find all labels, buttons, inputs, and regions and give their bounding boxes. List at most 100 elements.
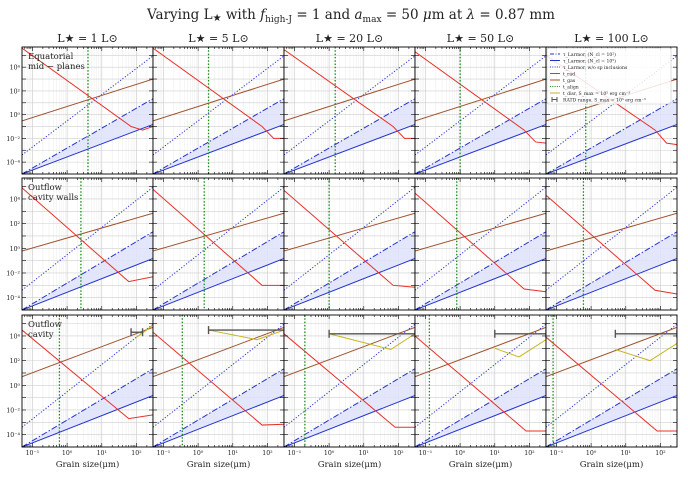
x-axis-label: Grain size(μm) [187,459,251,470]
figure-title: Varying L★ with fhigh-J = 1 and amax = 5… [146,7,555,25]
series-larmor-ncl1e5 [153,395,284,447]
series-larmor-no-inclusions [22,55,153,156]
title-sub: max [363,15,382,25]
x-tick-label: 10¹ [228,450,238,457]
series-t-gas [153,78,284,122]
title-var-a: a [354,7,362,23]
series-larmor-ncl1e2 [153,98,284,174]
panel-r0-c0: 10⁻⁴ 10⁻² 10⁰ 10² 10⁴ L★ = 1 L⊙ Equatorialmid … [6,32,154,175]
series-t-rad [284,333,415,428]
series-larmor-no-inclusions [284,55,415,156]
panel-grid: 10⁻⁴ 10⁻² 10⁰ 10² 10⁴ L★ = 1 L⊙ Equatorialmid … [6,32,678,470]
series-larmor-no-inclusions [415,55,546,156]
legend-label: τ_Larmor, w/o sp inclusions [563,65,628,71]
row-label: cavity walls [28,193,78,203]
series-t-rad [415,192,546,293]
y-tick-label: 10⁴ [10,196,21,203]
series-larmor-ncl1e5 [546,123,677,174]
plot-area [22,178,153,310]
row-label: mid − planes [28,62,85,72]
series-larmor-ncl1e5 [22,123,153,174]
panel-r0-c1: L★ = 5 L⊙ [152,32,285,175]
y-tick-label: 10⁻² [6,136,20,143]
series-t-gas [546,326,677,378]
series-larmor-no-inclusions [153,323,284,428]
series-t-rad [546,336,677,432]
panel-r2-c3: 10⁻¹ 10⁰ 10¹ 10² Grain size(μm) [414,314,547,470]
series-larmor-ncl1e2 [546,368,677,447]
panel-frame [545,46,678,175]
series-t-rad [415,335,546,432]
x-tick-label: 10¹ [490,450,500,457]
series-larmor-no-inclusions [284,323,415,428]
series-larmor-no-inclusions [153,186,284,291]
plot-area [415,178,546,310]
x-axis-label: Grain size(μm) [580,459,644,470]
series-larmor-ncl1e5 [415,395,546,447]
series-larmor-ncl1e2 [415,368,546,447]
legend-label: t_align [563,84,579,90]
series-larmor-ncl1e2 [22,231,153,310]
series-larmor-ncl1e2 [284,368,415,447]
series-t-gas [22,212,153,252]
series-t-gas [284,78,415,122]
series-t-rad [153,331,284,426]
plot-area [153,47,284,174]
series-t-rad [22,47,153,131]
series-t-gas [546,212,677,252]
series-t-gas [415,212,546,252]
x-tick-label: 10⁰ [193,450,204,457]
series-larmor-no-inclusions [415,186,546,291]
series-larmor-ncl1e5 [22,395,153,447]
series-t-gas [153,326,284,378]
series-larmor-ncl1e2 [284,231,415,310]
x-tick-label: 10⁰ [324,450,335,457]
legend-label: RATD range, S_max = 10⁵ erg cm⁻³ [563,97,646,103]
y-tick-label: 10² [10,358,21,365]
series-t-rad [415,51,546,144]
legend-label: τ_Larmor, (N_cl = 10²) [563,51,616,58]
series-t-disr [615,342,677,362]
title-text: with [222,7,261,23]
x-tick-label: 10² [524,450,535,457]
series-t-gas [153,212,284,252]
x-axis-label: Grain size(μm) [56,459,120,470]
row-label: cavity [28,330,54,340]
panel-r2-c0: 10⁻⁴ 10⁻² 10⁰ 10² 10⁴ 10⁻¹ 10⁰ 10¹ 10² Grain size… [6,314,154,470]
plot-area [284,315,415,447]
x-tick-label: 10² [393,450,404,457]
panel-r1-c2 [283,177,416,311]
title-star: ★ [213,13,222,24]
column-title: L★ = 50 L⊙ [447,32,514,45]
y-tick-label: 10⁴ [10,65,21,72]
series-larmor-no-inclusions [546,55,677,156]
title-text: m at [432,7,467,23]
panel-r2-c4: 10⁻¹ 10⁰ 10¹ 10² Grain size(μm) [545,314,678,470]
title-mu: μ [423,7,432,23]
y-tick-label: 10⁻² [6,407,20,414]
plot-area [153,315,284,447]
x-tick-label: 10¹ [359,450,369,457]
panel-r2-c2: 10⁻¹ 10⁰ 10¹ 10² Grain size(μm) [283,314,416,470]
x-tick-label: 10⁻¹ [550,450,564,457]
plot-area [546,178,677,310]
panel-frame [545,177,678,311]
series-larmor-ncl1e2 [546,98,677,174]
panel-r0-c3: L★ = 50 L⊙ [414,32,547,175]
panel-r2-c1: 10⁻¹ 10⁰ 10¹ 10² Grain size(μm) [152,314,285,470]
title-text: Varying L [146,7,213,23]
series-larmor-ncl1e5 [546,258,677,310]
series-larmor-ncl1e5 [153,258,284,310]
title-text: = 1 and [292,7,354,23]
column-title: L★ = 1 L⊙ [57,32,117,45]
plot-area [415,315,546,447]
series-larmor-ncl1e5 [415,123,546,174]
legend-box [546,47,672,105]
panel-frame [545,314,678,448]
series-larmor-no-inclusions [546,323,677,428]
series-larmor-ncl1e5 [546,395,677,447]
y-tick-label: 10⁻⁴ [6,160,20,167]
legend-label: t_rad [563,71,575,77]
